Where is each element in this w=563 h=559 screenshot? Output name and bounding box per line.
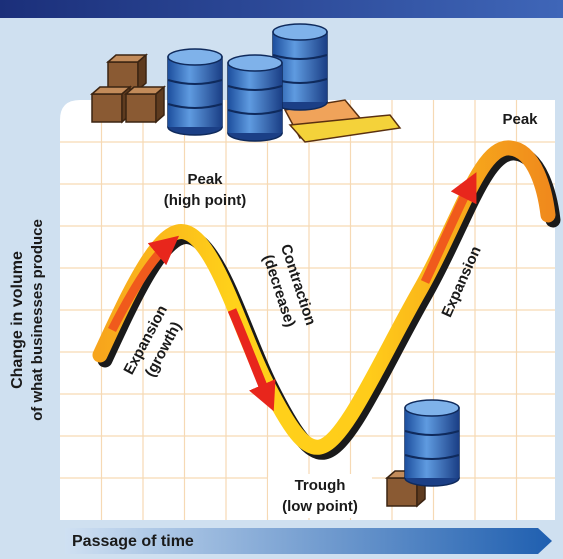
business-cycle-diagram: Peak (high point) Peak Contraction (decr… <box>0 0 563 559</box>
peak-label: Peak <box>187 171 223 188</box>
y-axis-label: Change in volume <box>9 251 26 389</box>
x-axis-label: Passage of time <box>72 533 194 550</box>
trough-label: Trough <box>295 477 346 494</box>
peak-label: Peak <box>502 111 538 128</box>
top-bar <box>0 0 563 18</box>
y-axis-label: of what businesses produce <box>29 219 46 421</box>
peak-label: (high point) <box>164 192 246 209</box>
trough-label: (low point) <box>282 498 358 515</box>
